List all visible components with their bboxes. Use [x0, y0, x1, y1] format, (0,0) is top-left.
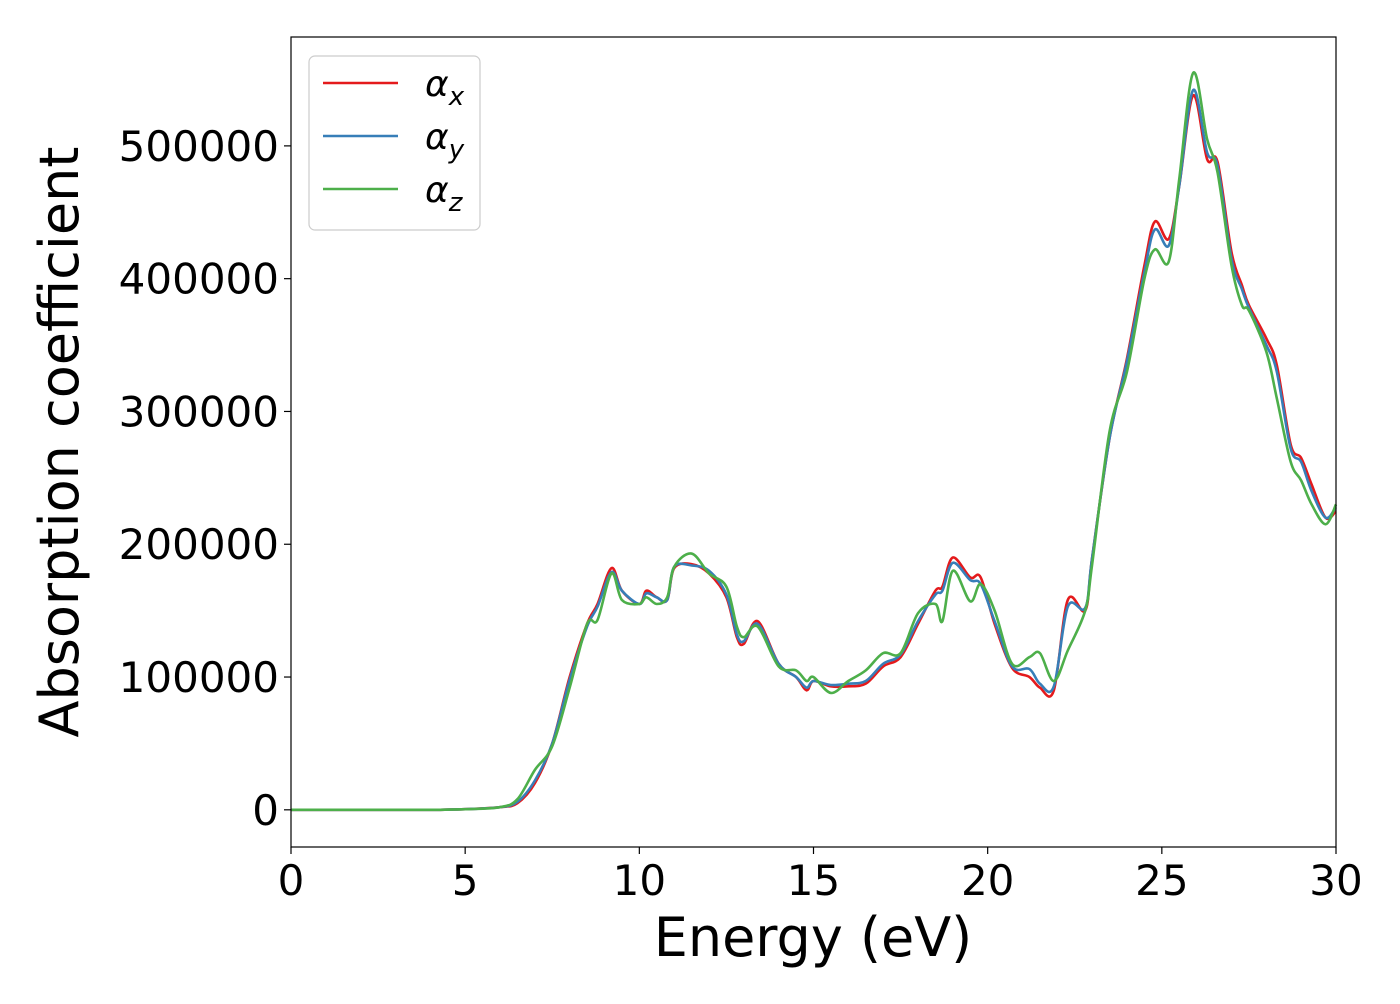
- y-tick-label: 200000: [119, 520, 279, 569]
- x-tick-label: 30: [1309, 856, 1362, 905]
- y-tick-label: 400000: [119, 255, 279, 304]
- series-lines: [291, 71, 1338, 812]
- x-tick-label: 15: [787, 856, 840, 905]
- legend-label-y: αy: [425, 117, 465, 165]
- y-tick-label: 500000: [119, 122, 279, 171]
- series-line-z: [291, 71, 1338, 812]
- x-tick-label: 10: [613, 856, 666, 905]
- x-tick-label: 20: [961, 856, 1014, 905]
- legend-label-x: αx: [425, 64, 465, 112]
- y-tick-label: 0: [252, 786, 279, 835]
- y-tick-label: 300000: [119, 387, 279, 436]
- legend: αx αy αz: [308, 55, 481, 231]
- x-tick-label: 5: [452, 856, 479, 905]
- legend-frame: [308, 55, 481, 231]
- x-tick-label: 25: [1135, 856, 1188, 905]
- y-tick-label: 100000: [119, 653, 279, 702]
- x-axis-ticks: 0 5 10 15 20 25 30: [278, 847, 1363, 905]
- x-tick-label: 0: [278, 856, 305, 905]
- y-axis-ticks: 0 100000 200000 300000 400000 500000: [119, 122, 291, 835]
- y-axis-label: Absorption coefficient: [28, 147, 91, 738]
- legend-label-z: αz: [425, 170, 464, 218]
- x-axis-label: Energy (eV): [654, 906, 973, 969]
